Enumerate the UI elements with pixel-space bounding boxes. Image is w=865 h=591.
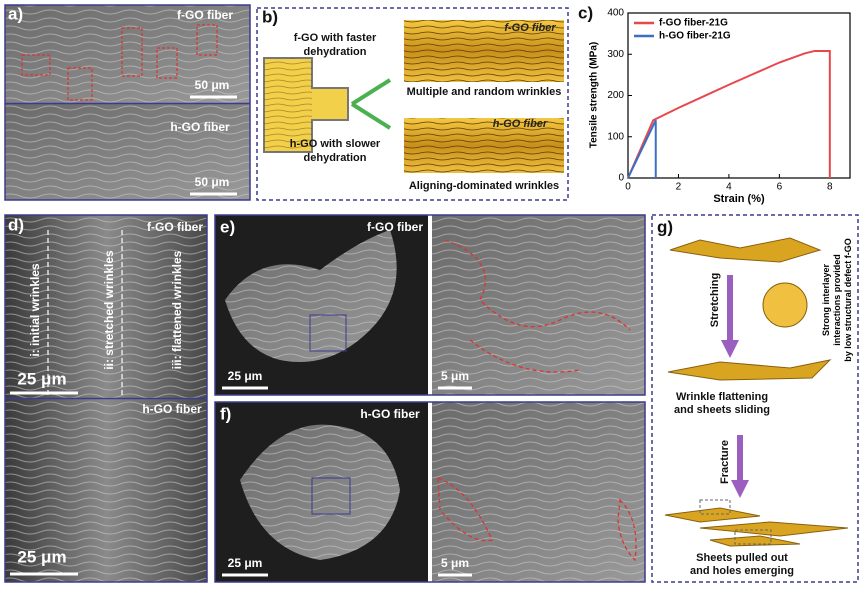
data-line	[627, 49, 831, 179]
scale-label: 5 μm	[441, 556, 469, 570]
texture	[5, 104, 250, 200]
step-label: Stretching	[709, 273, 721, 327]
texture	[5, 399, 207, 582]
step-label: Sheets pulled out and holes emerging	[690, 552, 794, 577]
process-label: h-GO with slower dehydration	[290, 138, 381, 164]
zone-label: i: initial wrinkles	[28, 263, 42, 357]
process-label: f-GO with faster dehydration	[294, 32, 377, 58]
zone-lines	[47, 230, 123, 395]
data-line	[627, 119, 657, 179]
y-axis-label: Tensile strength (MPa)	[589, 42, 600, 149]
panel-label: b)	[262, 7, 278, 26]
frame	[214, 401, 646, 583]
wrinkle-outline	[437, 477, 637, 562]
texture	[432, 215, 645, 395]
y-tick-label: 100	[607, 131, 624, 142]
panel-g: g) Stretching Strong interlayerinteracti…	[651, 214, 859, 583]
frame	[214, 214, 646, 396]
zone-label: ii: stretched wrinkles	[102, 250, 116, 370]
panel-label: g)	[657, 217, 673, 236]
step-label: Wrinkle flattening and sheets sliding	[674, 391, 770, 416]
x-tick-label: 6	[777, 182, 783, 193]
image-title: f-GO fiber	[367, 220, 423, 234]
panel-d: d) f-GO fiber i: initial wrinkles ii: st…	[4, 214, 208, 583]
texture	[432, 402, 645, 582]
hole-box	[734, 529, 772, 545]
image-title: f-GO fiber	[504, 22, 556, 34]
frame	[4, 4, 251, 201]
legend-label: h-GO fiber-21G	[659, 31, 731, 42]
scale-label: 50 μm	[195, 175, 230, 189]
zone-label: iii: flattened wrinkles	[170, 250, 184, 369]
legend-label: f-GO fiber-21G	[659, 18, 728, 29]
step-label: Fracture	[719, 440, 731, 484]
zoom-box	[309, 314, 347, 352]
texture	[264, 58, 312, 152]
panel-c: c) Strain (%) Tensile strength (MPa) 0 10…	[578, 3, 851, 205]
panel-a: a) f-GO fiber 50 μm h-GO fiber 50 μm	[4, 4, 251, 201]
texture	[5, 215, 207, 398]
y-tick-label: 0	[618, 173, 624, 184]
scale-label: 25 μm	[17, 547, 66, 566]
caption: Multiple and random wrinkles	[407, 86, 562, 98]
image-title: h-GO fiber	[142, 402, 202, 416]
image-title: f-GO fiber	[147, 220, 203, 234]
panel-label: a)	[8, 4, 23, 23]
panel-label: d)	[8, 215, 24, 234]
x-tick-label: 0	[625, 182, 631, 193]
sheet-stack	[667, 359, 832, 381]
scale-label: 25 μm	[17, 369, 66, 388]
image-title: f-GO fiber	[177, 8, 233, 22]
panel-label: e)	[220, 217, 235, 236]
arrowhead	[721, 340, 739, 358]
x-tick-label: 4	[726, 182, 732, 193]
texture	[240, 424, 400, 560]
texture	[5, 5, 250, 103]
panel-e: e) f-GO fiber 25 μm 5 μm	[214, 214, 646, 396]
image-title: h-GO fiber	[360, 407, 420, 421]
panel-label: f)	[220, 404, 231, 423]
scale-label: 5 μm	[441, 369, 469, 383]
scale-label: 25 μm	[228, 556, 263, 570]
wrinkle-outline	[444, 239, 631, 373]
panel-f: f) h-GO fiber 25 μm 5 μm	[214, 401, 646, 583]
lattice-zoom	[762, 282, 808, 328]
scale-label: 25 μm	[228, 369, 263, 383]
panel-b: b) f-GO with faster dehydration h-GO with…	[256, 7, 569, 201]
x-tick-label: 8	[827, 182, 833, 193]
y-tick-label: 300	[607, 49, 624, 60]
caption: Aligning-dominated wrinkles	[409, 180, 559, 192]
image-title: h-GO fiber	[170, 120, 230, 134]
arrows	[350, 78, 392, 130]
x-tick-label: 2	[676, 182, 682, 193]
texture	[404, 118, 564, 173]
scale-label: 50 μm	[195, 78, 230, 92]
zoom-box	[311, 477, 351, 515]
x-axis-label: Strain (%)	[713, 193, 765, 205]
sheet-stack	[664, 507, 849, 547]
image-title: h-GO fiber	[493, 118, 548, 130]
texture	[404, 20, 564, 82]
highlight-boxes	[21, 24, 218, 101]
frame	[256, 7, 569, 201]
y-tick-label: 200	[607, 90, 624, 101]
y-tick-label: 400	[607, 8, 624, 19]
texture	[225, 230, 397, 362]
arrowhead	[731, 480, 749, 498]
frame	[651, 214, 859, 583]
hole-box	[699, 499, 731, 515]
panel-label: c)	[578, 3, 593, 22]
annotation: Strong interlayerinteractions providedby…	[821, 238, 853, 362]
sheet-stack	[669, 237, 822, 263]
